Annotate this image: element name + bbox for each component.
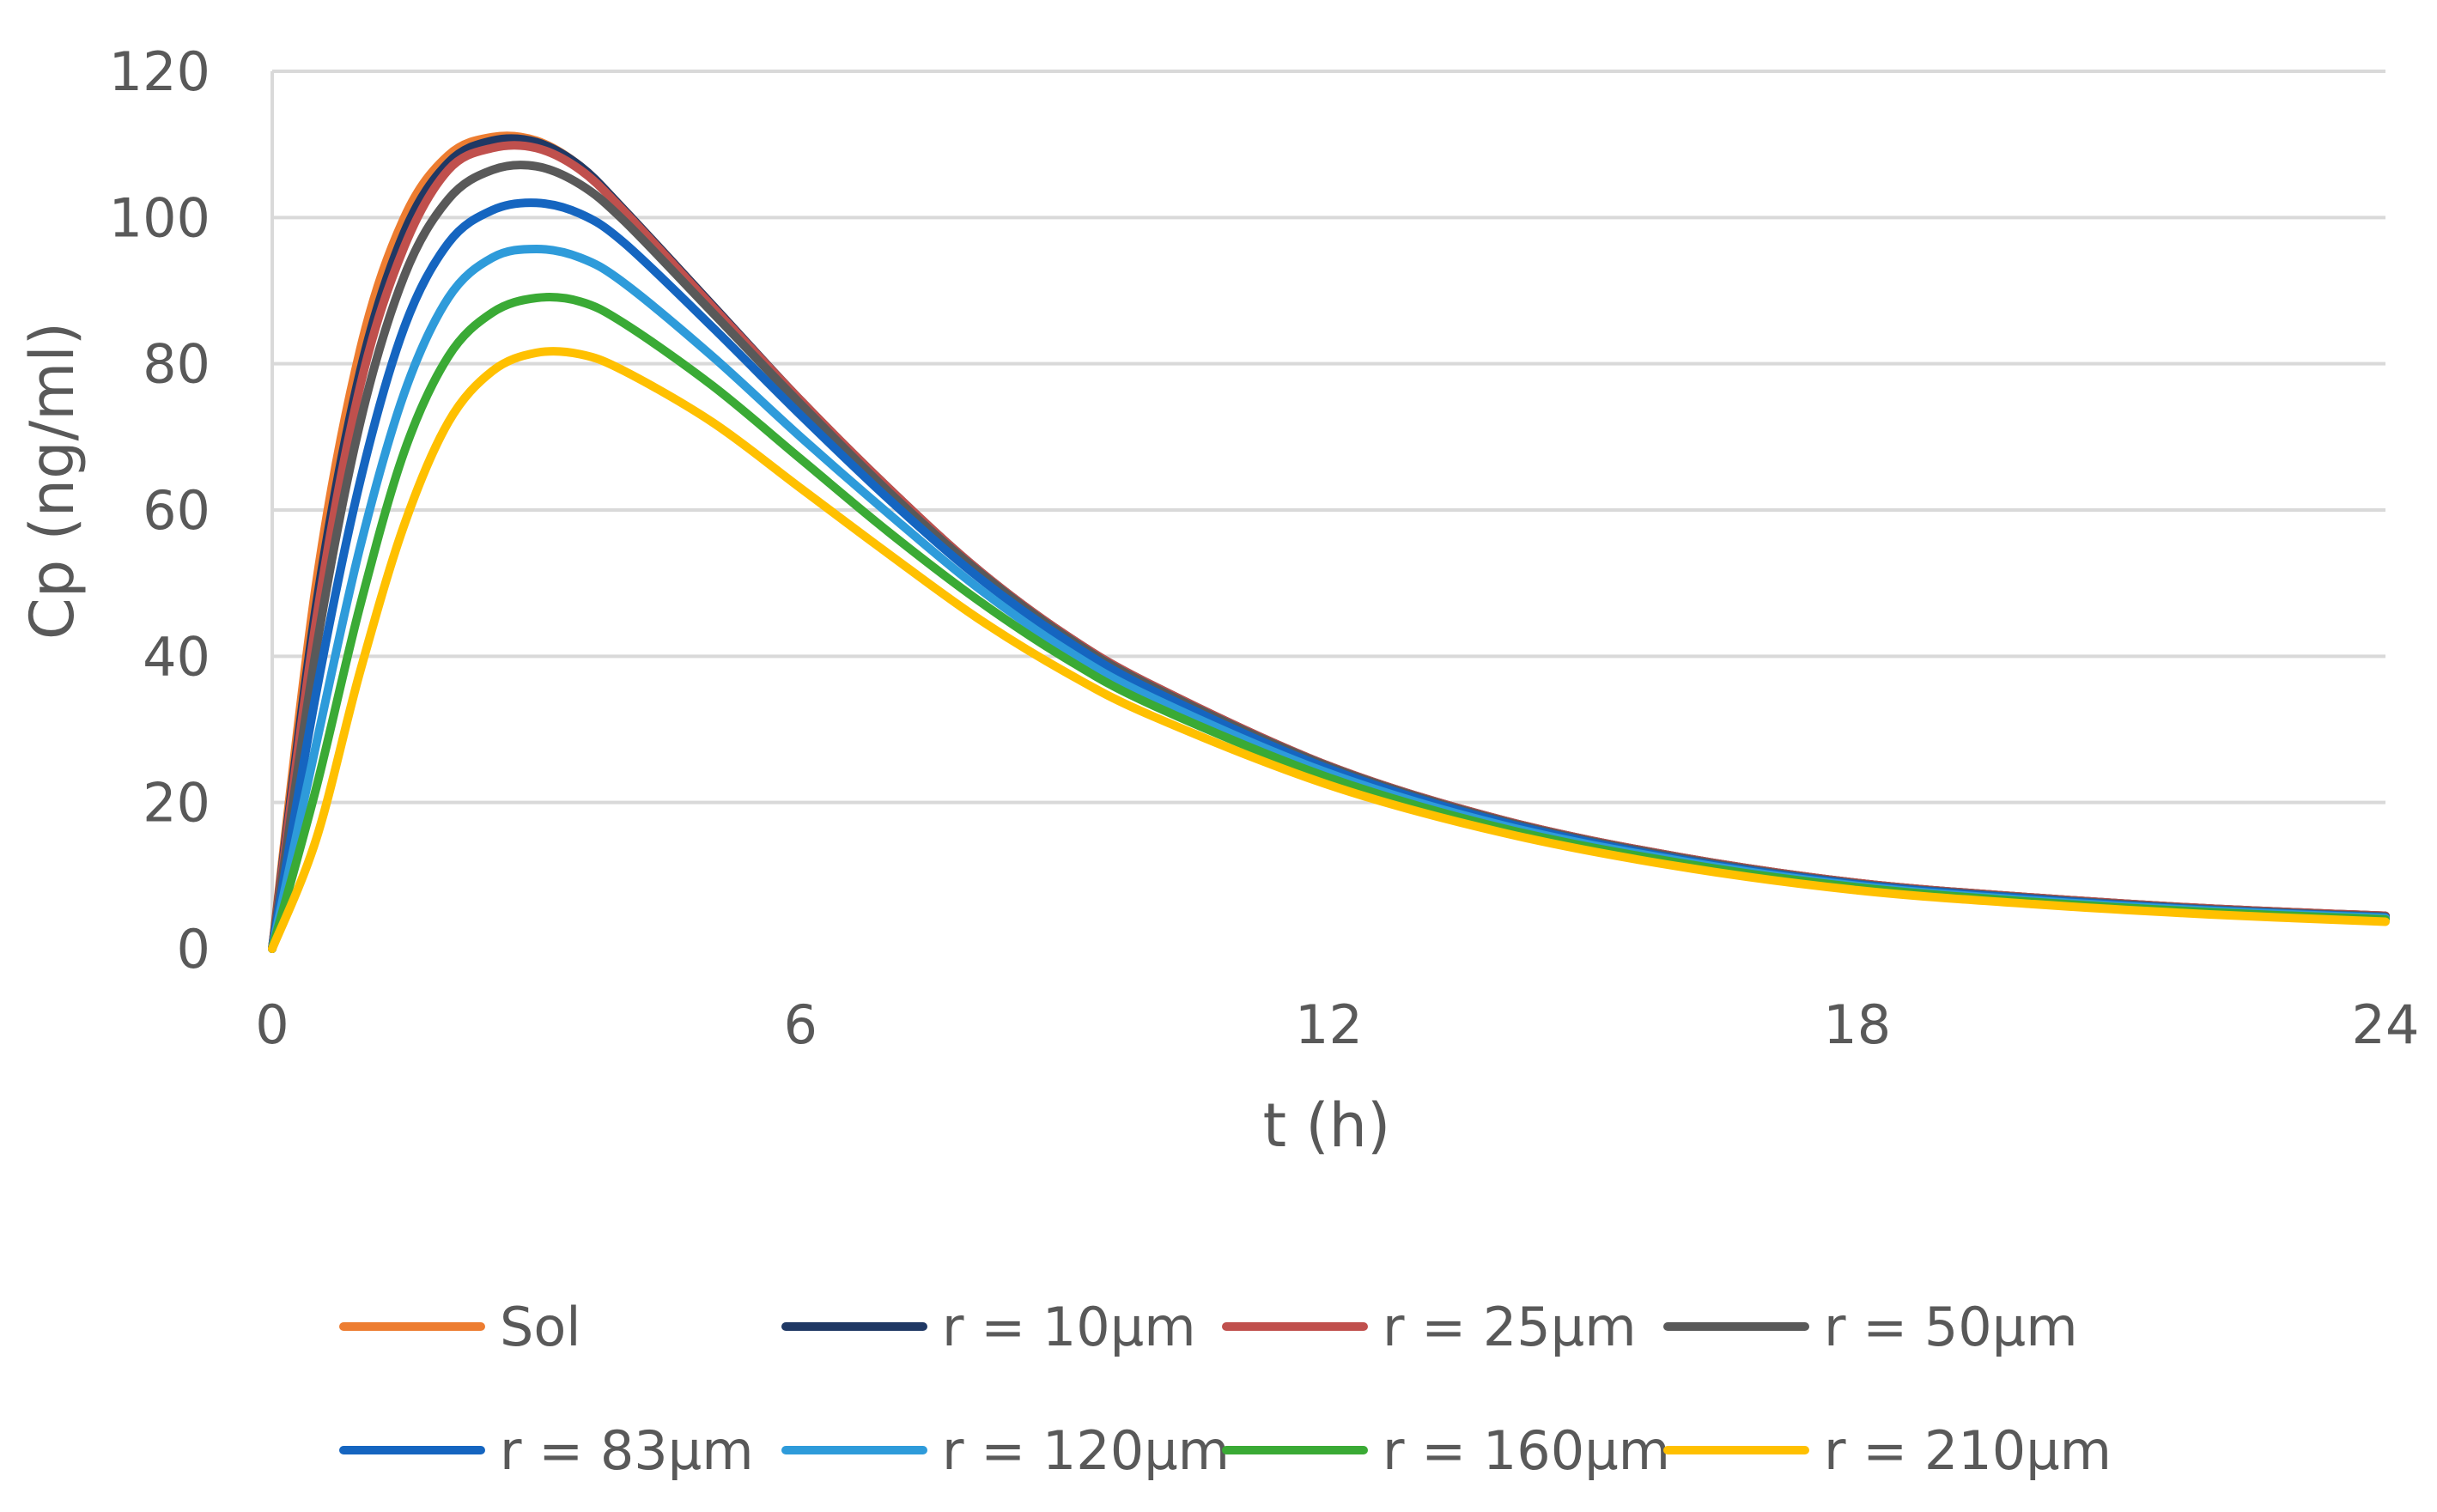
legend-label: r = 210µm: [1824, 1419, 2112, 1482]
legend-item: r = 120µm: [781, 1419, 1230, 1482]
legend-label: r = 160µm: [1383, 1419, 1670, 1482]
legend-item: r = 50µm: [1663, 1296, 2078, 1358]
x-tick-label: 24: [2352, 993, 2420, 1056]
y-tick-label: 80: [143, 333, 210, 396]
x-tick-label: 12: [1295, 993, 1363, 1056]
legend-label: r = 50µm: [1824, 1296, 2078, 1358]
x-tick-label: 0: [255, 993, 289, 1056]
x-axis: 0 6 12 18 24: [255, 993, 2419, 1056]
legend-label: r = 10µm: [942, 1296, 1196, 1358]
y-axis: 0 20 40 60 80 100 120: [109, 40, 274, 981]
legend-item: r = 210µm: [1663, 1419, 2112, 1482]
x-tick-label: 18: [1823, 993, 1891, 1056]
legend-item: r = 25µm: [1222, 1296, 1637, 1358]
y-tick-label: 100: [109, 186, 210, 249]
series-line-6: [268, 293, 2390, 953]
y-tick-label: 0: [177, 918, 210, 981]
series-line-4: [268, 198, 2390, 953]
legend-label: r = 25µm: [1383, 1296, 1637, 1358]
legend-label: Sol: [500, 1296, 581, 1358]
legend-item: r = 10µm: [781, 1296, 1196, 1358]
legend-item: Sol: [339, 1296, 581, 1358]
y-tick-label: 20: [143, 772, 210, 835]
y-tick-label: 60: [143, 479, 210, 542]
legend: Sol r = 10µm r = 25µm r = 50µm r = 83µm r = 1…: [339, 1296, 2112, 1482]
legend-label: r = 120µm: [942, 1419, 1230, 1482]
series-line-7: [268, 347, 2390, 953]
series-lines: [268, 131, 2390, 953]
legend-item: r = 160µm: [1222, 1419, 1670, 1482]
legend-label: r = 83µm: [500, 1419, 754, 1482]
y-axis-title: Cp (ng/ml): [17, 322, 88, 640]
y-tick-label: 40: [143, 625, 210, 688]
x-tick-label: 6: [784, 993, 817, 1056]
y-tick-label: 120: [109, 40, 210, 103]
x-axis-title: t (h): [1263, 1090, 1391, 1161]
legend-item: r = 83µm: [339, 1419, 754, 1482]
series-line-3: [268, 161, 2390, 953]
